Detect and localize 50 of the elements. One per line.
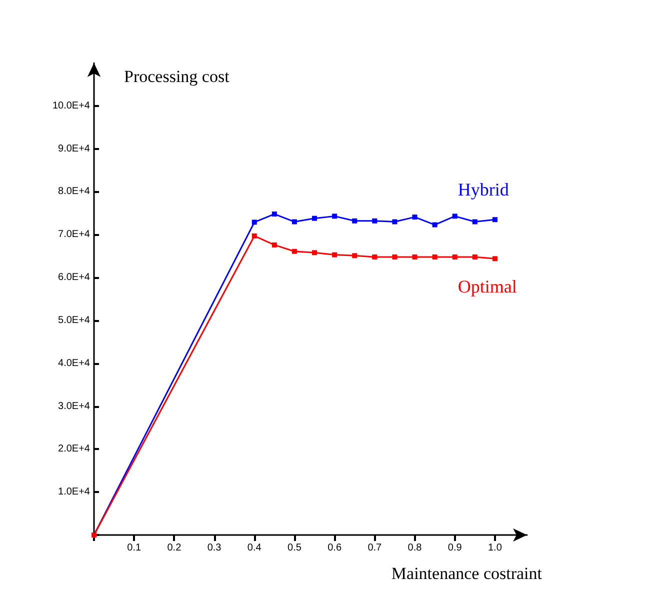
y-tick-label: 9.0E+4 <box>58 143 90 154</box>
y-tick-label: 3.0E+4 <box>58 400 90 412</box>
y-tick-label: 5.0E+4 <box>58 314 90 326</box>
point <box>392 219 398 224</box>
point <box>252 233 257 238</box>
point <box>352 253 358 258</box>
point <box>472 254 478 260</box>
point <box>272 212 277 217</box>
series-label: Optimal <box>458 276 517 297</box>
y-tick-label: 8.0E+4 <box>58 186 90 198</box>
point <box>392 254 398 260</box>
x-tick-label: 0.4 <box>247 542 262 554</box>
x-tick-label: 0.8 <box>408 542 422 554</box>
x-axis-title: Maintenance costraint <box>391 564 542 583</box>
point <box>492 256 498 262</box>
x-tick-label: 0.1 <box>127 542 142 554</box>
y-tick-label: 10.0E+4 <box>52 100 90 112</box>
y-tick-label: 4.0E+4 <box>58 358 90 369</box>
point <box>372 218 378 224</box>
point <box>372 254 378 260</box>
point <box>352 218 358 224</box>
x-tick-label: 0.7 <box>368 542 382 554</box>
point <box>432 222 438 228</box>
point <box>292 219 297 224</box>
x-tick-label: 0.5 <box>288 542 302 554</box>
point <box>452 254 458 260</box>
y-tick-label: 2.0E+4 <box>58 444 90 455</box>
x-tick-label: 0.2 <box>167 542 182 554</box>
point <box>452 214 458 219</box>
point <box>412 214 418 220</box>
x-tick-label: 0.6 <box>328 542 342 554</box>
x-tick-label: 0.9 <box>448 542 462 554</box>
y-axis-title: Processing cost <box>124 67 230 86</box>
point <box>312 216 318 221</box>
point <box>312 250 318 256</box>
y-tick-label: 1.0E+4 <box>58 486 90 498</box>
y-tick-label: 6.0E+4 <box>58 272 90 284</box>
series-label: Hybrid <box>458 180 509 200</box>
point <box>432 254 438 260</box>
point <box>292 248 297 254</box>
point <box>472 219 478 224</box>
point <box>272 242 277 248</box>
point <box>252 220 257 225</box>
x-tick-label: 0.3 <box>207 542 222 554</box>
point <box>412 254 418 260</box>
point <box>332 252 338 258</box>
x-tick-label: 1.0 <box>488 542 502 554</box>
y-tick-label: 7.0E+4 <box>58 229 90 240</box>
point <box>332 214 338 219</box>
point <box>492 217 498 222</box>
